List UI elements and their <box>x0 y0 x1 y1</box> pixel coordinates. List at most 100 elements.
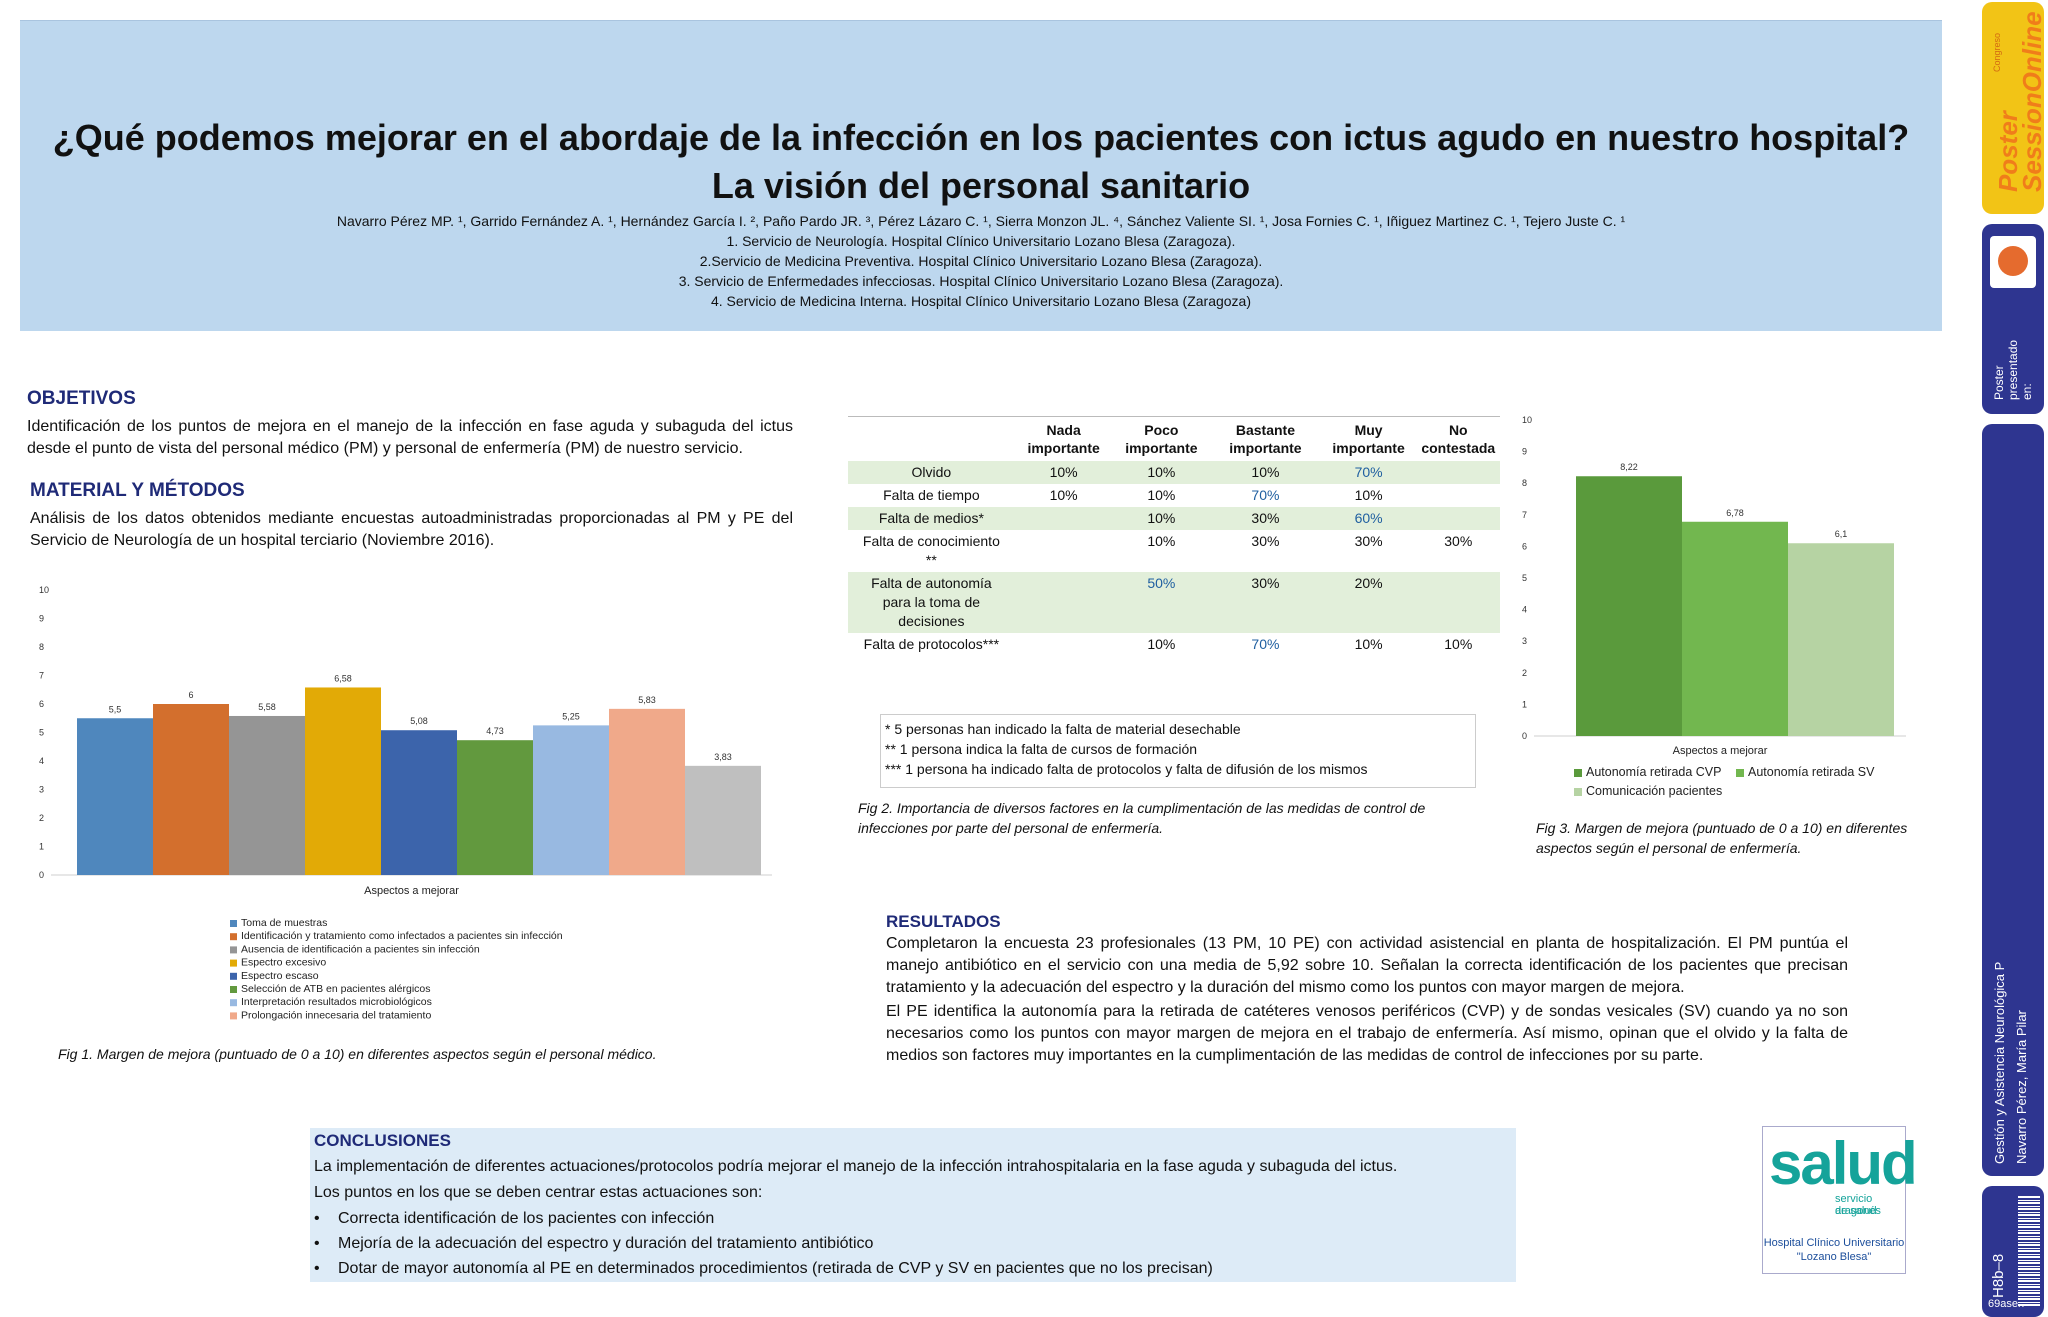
y-tick-label: 2 <box>39 813 44 823</box>
table-header: No contestada <box>1416 416 1500 461</box>
legend-swatch <box>230 1012 237 1020</box>
row-label: Falta de autonomía para la toma de decis… <box>848 572 1015 633</box>
salud-hospital: Hospital Clínico Universitario <box>1763 1237 1905 1249</box>
table-cell: 30% <box>1354 533 1383 549</box>
salud-sub: servicio aragonés <box>1835 1193 1881 1217</box>
bar <box>229 715 305 875</box>
table-cell: 10% <box>1112 461 1211 484</box>
conclusiones-bullet: • Dotar de mayor autonomía al PE en deter… <box>314 1260 1213 1277</box>
table-cell: 30% <box>1444 533 1473 549</box>
data-label: 5,5 <box>109 704 122 714</box>
table-header: Nada importante <box>1014 416 1113 461</box>
data-label: 8,22 <box>1620 462 1638 472</box>
authors: Navarro Pérez MP. ¹, Garrido Fernández A… <box>336 213 1626 229</box>
metodos-text: Análisis de los datos obtenidos mediante… <box>30 510 793 549</box>
conclusiones-bullet: • Mejoría de la adecuación del espectro y… <box>314 1235 874 1252</box>
bar <box>305 687 381 875</box>
bar <box>1682 521 1788 736</box>
y-tick-label: 3 <box>1522 636 1527 646</box>
y-tick-label: 7 <box>39 671 44 681</box>
salud-sub: de salud <box>1835 1205 1877 1217</box>
metodos-heading: MATERIAL Y MÉTODOS <box>30 480 245 501</box>
bar <box>685 765 761 875</box>
session-area: Gestión y Asistencia Neurológica P <box>1992 961 2007 1164</box>
salud-wordmark: salud <box>1769 1130 1918 1197</box>
table-cell <box>1416 507 1500 530</box>
table-cell: 70% <box>1251 636 1280 652</box>
bar <box>1788 543 1894 736</box>
y-tick-label: 8 <box>39 642 44 652</box>
fig3-caption: Fig 3. Margen de mejora (puntuado de 0 a… <box>1536 820 1908 856</box>
row-label: Falta de medios* <box>848 507 1015 530</box>
brand-main: Poster SessionOnline <box>1993 11 2047 192</box>
table-cell: 30% <box>1210 507 1321 530</box>
table-row: Olvido 10% 10% 10% 70% <box>848 461 1500 484</box>
data-label: 6 <box>188 690 193 700</box>
table-cell: 10% <box>1147 487 1176 503</box>
salud-hospital: "Lozano Blesa" <box>1796 1251 1872 1263</box>
y-tick-label: 0 <box>39 870 44 880</box>
y-tick-label: 7 <box>1522 510 1527 520</box>
legend-swatch <box>1736 769 1744 777</box>
table-cell: 30% <box>1251 533 1280 549</box>
y-tick-label: 6 <box>39 699 44 709</box>
data-label: 5,08 <box>410 716 428 726</box>
bar <box>153 704 229 875</box>
legend-swatch <box>230 920 237 927</box>
data-label: 3,83 <box>714 752 732 762</box>
table-cell <box>1015 530 1113 572</box>
table-cell: 30% <box>1210 572 1321 633</box>
table-cell: 10% <box>1444 636 1473 652</box>
x-axis-label: Aspectos a mejorar <box>1673 745 1768 757</box>
table-cell: 50% <box>1112 572 1211 633</box>
affiliation: 4. Servicio de Medicina Interna. Hospita… <box>710 293 1252 309</box>
sidebar: Congreso Poster SessionOnline Poster pre… <box>1982 0 2048 1317</box>
legend-entry: Autonomía retirada CVP <box>1586 765 1722 779</box>
y-tick-label: 9 <box>39 614 44 624</box>
poster-title: ¿Qué podemos mejorar en el abordaje de l… <box>52 117 1910 158</box>
bullet-icon: • <box>314 1235 320 1252</box>
fig1-bar-chart: 0 1 2 3 4 5 6 7 8 9 10 5,5 6 5,58 6,58 5,08 4,73 5,25 5,83… <box>39 585 772 1021</box>
y-tick-label: 3 <box>39 785 44 795</box>
importance-table: Nada importante Poco importante Bastante… <box>848 416 1500 656</box>
table-row: Falta de protocolos*** 10% 70% 10% 10% <box>848 633 1500 656</box>
poster-id-box: H8b–8 69asen <box>1982 1186 2044 1317</box>
table-cell <box>1014 572 1113 633</box>
note-line: ** 1 persona indica la falta de cursos d… <box>885 741 1198 757</box>
table-cell: 20% <box>1320 572 1417 633</box>
table-cell: 10% <box>1147 636 1176 652</box>
legend-swatch <box>230 946 237 954</box>
legend-entry: Toma de muestras <box>241 917 327 929</box>
data-label: 6,1 <box>1835 529 1848 539</box>
legend-entry: Espectro excesivo <box>241 957 326 969</box>
table-cell: 10% <box>1210 461 1321 484</box>
legend-entry: Autonomía retirada SV <box>1748 765 1875 779</box>
resultados-heading: RESULTADOS <box>886 912 1001 931</box>
table-header-row: Nada importante Poco importante Bastante… <box>848 416 1500 461</box>
table-cell <box>1416 461 1500 484</box>
y-tick-label: 10 <box>1522 415 1532 425</box>
fig1-caption: Fig 1. Margen de mejora (puntuado de 0 a… <box>58 1046 657 1062</box>
table-cell: 10% <box>1014 461 1113 484</box>
table-header: Muy importante <box>1320 416 1417 461</box>
y-tick-label: 1 <box>39 842 44 852</box>
legend-entry: Interpretación resultados microbiológico… <box>241 996 432 1008</box>
table-cell: 10% <box>1354 487 1383 503</box>
row-label: Falta de tiempo <box>883 487 980 503</box>
note-line: * 5 personas han indicado la falta de ma… <box>885 721 1241 737</box>
presented-box: Poster presentado en: <box>1982 224 2044 414</box>
legend-entry: Prolongación innecesaria del tratamiento <box>241 1009 431 1021</box>
table-header <box>848 416 1015 461</box>
objetivos-text: Identificación de los puntos de mejora e… <box>27 418 793 457</box>
bar <box>533 725 609 875</box>
table-cell: 10% <box>1147 533 1176 549</box>
conclusiones-box: CONCLUSIONES La implementación de difere… <box>310 1128 1516 1282</box>
data-label: 5,25 <box>562 711 580 721</box>
table-header: Bastante importante <box>1210 416 1321 461</box>
y-tick-label: 1 <box>1522 699 1527 709</box>
session-info: Gestión y Asistencia Neurológica P Navar… <box>1982 424 2044 1176</box>
poster-id: 69asen <box>1988 1298 2025 1310</box>
bar <box>609 708 685 875</box>
legend-swatch <box>1574 769 1582 777</box>
salud-logo: salud servicio aragonés de salud Hospita… <box>1762 1126 1918 1274</box>
